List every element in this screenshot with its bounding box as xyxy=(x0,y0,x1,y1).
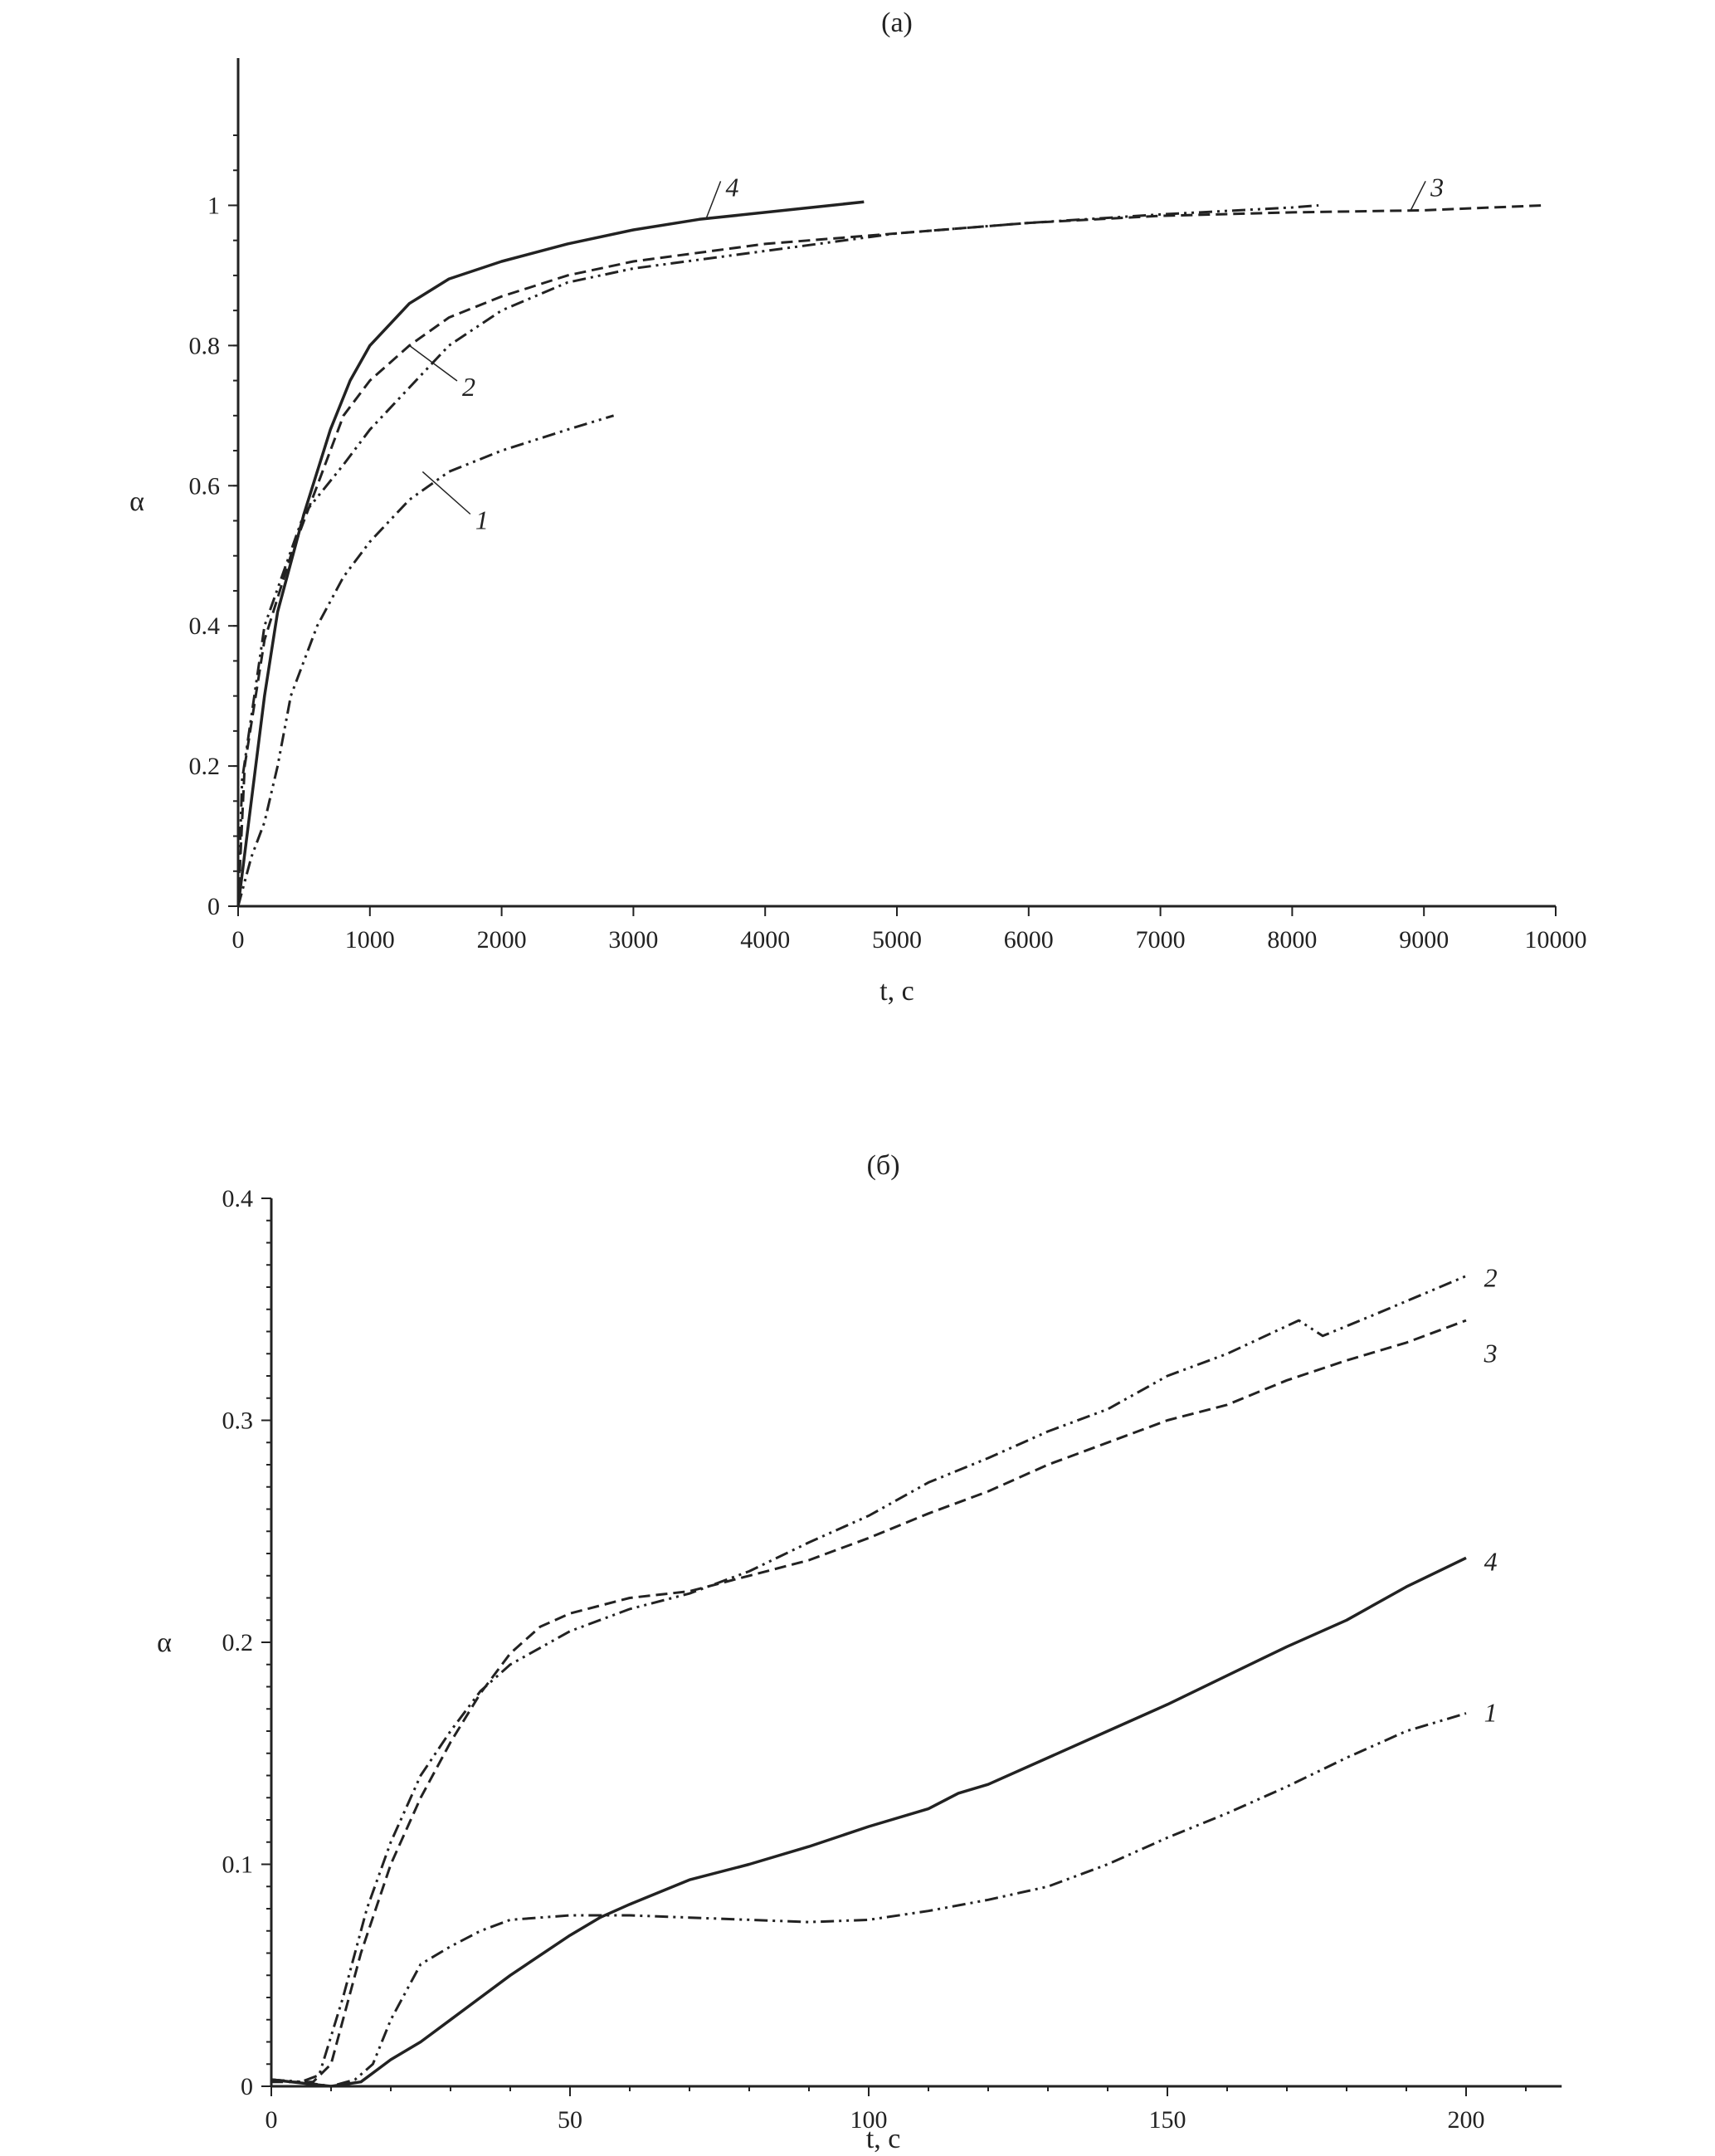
x-axis-label: t, с xyxy=(879,976,914,1007)
curve-label-3: 3 xyxy=(1430,172,1444,202)
chart-panel-2: (б) 0 0.1 0.2 0.3 0.4 0 50 100 150 200 t, с α 1 2 3 4 xyxy=(157,1150,1562,2154)
curve-label-4: 4 xyxy=(726,172,739,202)
y-tick-label: 1 xyxy=(207,192,220,219)
x-tick-label: 5000 xyxy=(872,926,922,954)
chart-title: (a) xyxy=(881,7,913,38)
curve-label-1: 1 xyxy=(1484,1698,1498,1728)
leader-line xyxy=(705,181,722,220)
x-tick-label: 3000 xyxy=(608,926,658,954)
series-line-2 xyxy=(270,1275,1467,2084)
series-line-1 xyxy=(236,414,615,907)
curve-label-4: 4 xyxy=(1484,1547,1498,1577)
x-tick-label: 7000 xyxy=(1136,926,1186,954)
x-tick-label: 9000 xyxy=(1399,926,1449,954)
x-tick-label: 10000 xyxy=(1525,926,1587,954)
leader-line xyxy=(1410,181,1426,211)
curve-label-2: 2 xyxy=(462,372,475,402)
x-tick-label: 2000 xyxy=(477,926,527,954)
y-tick-label: 0.4 xyxy=(222,1185,254,1212)
series-line-4 xyxy=(236,200,865,907)
x-tick-label: 150 xyxy=(1149,2106,1186,2134)
curve-label-3: 3 xyxy=(1484,1338,1498,1368)
series-line-1 xyxy=(270,1712,1467,2088)
x-tick-label: 0 xyxy=(232,926,245,954)
chart-panel-1: (a) 0 0.2 0.4 0.6 0.8 1 0 1000 2000 3000 4000 5000 60… xyxy=(129,7,1586,1007)
chart-title: (б) xyxy=(867,1150,900,1181)
x-tick-label: 4000 xyxy=(740,926,790,954)
x-tick-label: 1000 xyxy=(345,926,395,954)
y-tick-label: 0 xyxy=(207,893,220,920)
series-line-2 xyxy=(236,204,1319,907)
x-tick-label: 200 xyxy=(1448,2106,1485,2134)
series-line-3 xyxy=(236,204,1543,907)
x-tick-label: 8000 xyxy=(1267,926,1317,954)
y-tick-label: 0.2 xyxy=(222,1629,254,1656)
x-axis-label: t, с xyxy=(866,2124,901,2154)
series-line-3 xyxy=(271,1319,1467,2084)
x-tick-label: 50 xyxy=(558,2106,582,2134)
series-line-4 xyxy=(270,1556,1467,2088)
y-tick-label: 0.1 xyxy=(222,1851,254,1879)
y-tick-label: 0.6 xyxy=(189,472,221,500)
y-tick-label: 0.8 xyxy=(189,332,221,359)
y-tick-label: 0.3 xyxy=(222,1407,254,1435)
y-axis-label: α xyxy=(129,486,144,517)
curve-label-2: 2 xyxy=(1484,1262,1498,1292)
leader-line xyxy=(421,471,471,515)
x-tick-label: 100 xyxy=(850,2106,888,2134)
y-tick-label: 0.2 xyxy=(189,753,221,780)
x-tick-label: 6000 xyxy=(1004,926,1054,954)
leader-line xyxy=(408,344,458,382)
curve-label-1: 1 xyxy=(475,505,489,535)
y-tick-label: 0 xyxy=(241,2073,253,2100)
x-tick-label: 0 xyxy=(266,2106,278,2134)
y-tick-label: 0.4 xyxy=(189,612,221,640)
y-axis-label: α xyxy=(157,1627,172,1658)
